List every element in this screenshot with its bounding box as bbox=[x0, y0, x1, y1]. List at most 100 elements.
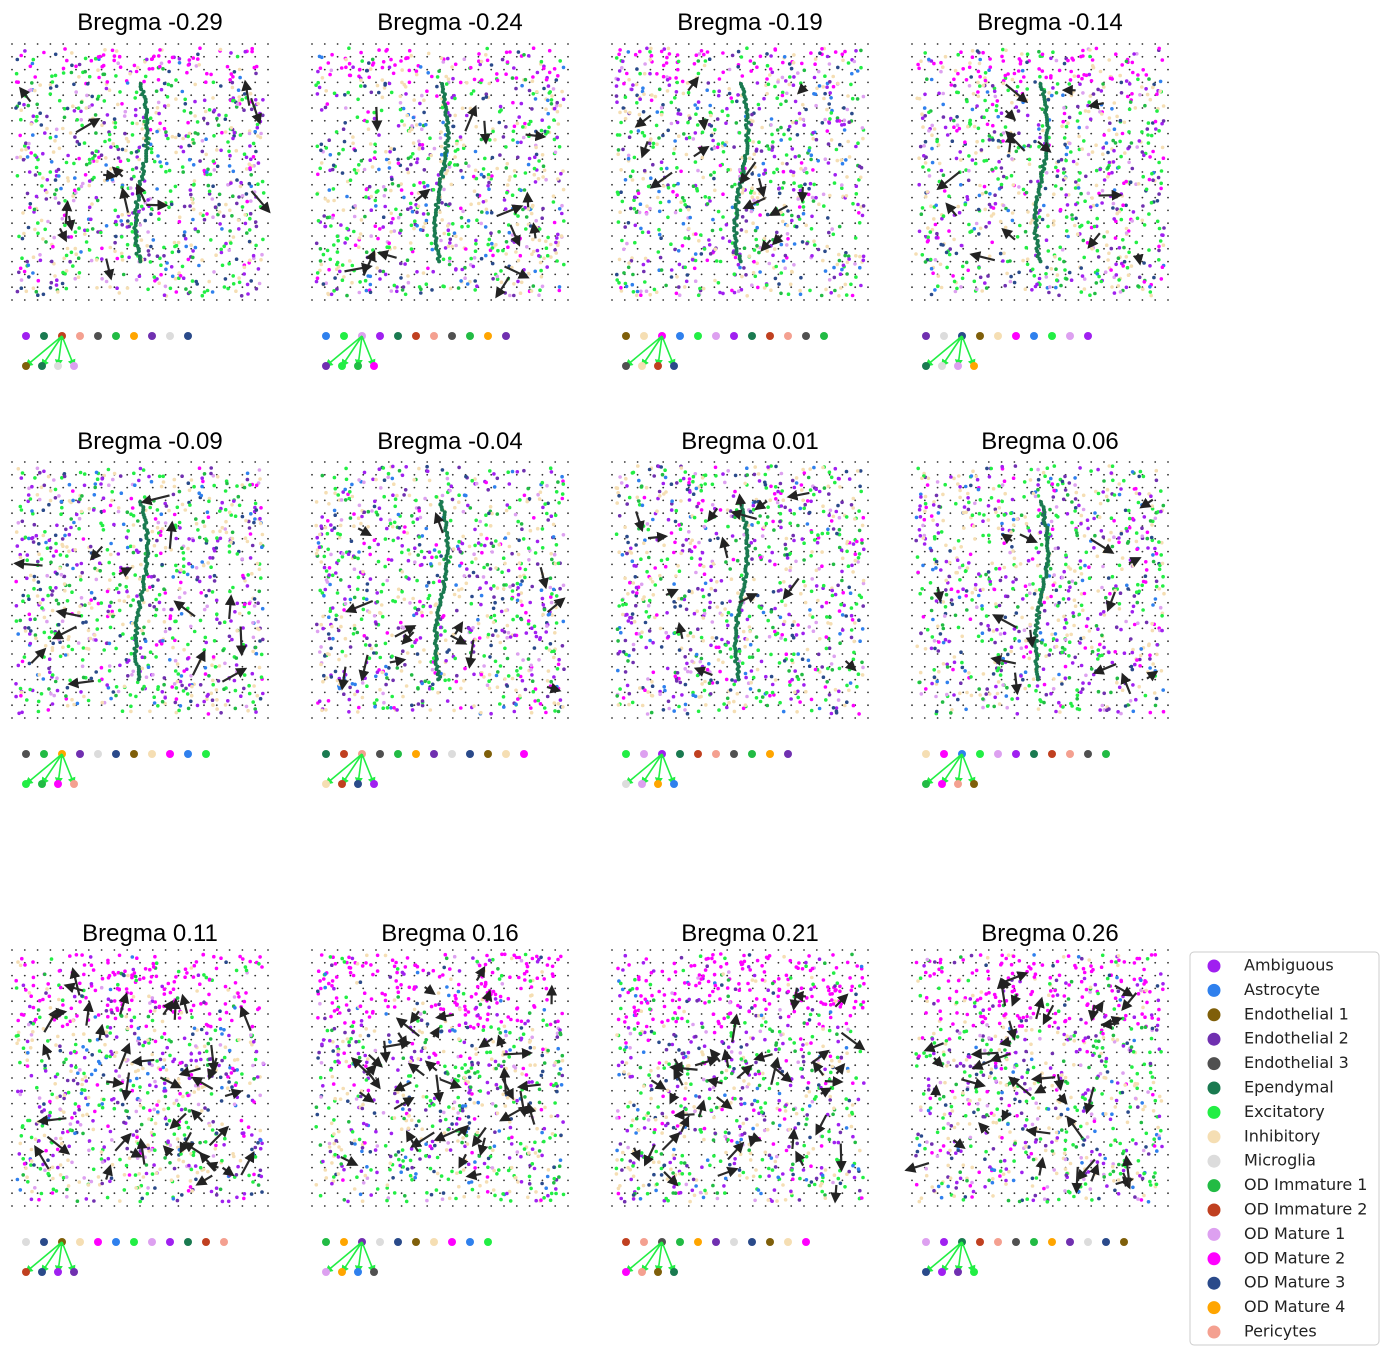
cell bbox=[341, 263, 345, 267]
cell bbox=[814, 57, 818, 61]
grid-dot bbox=[465, 210, 467, 212]
cell bbox=[1047, 249, 1051, 253]
cell bbox=[504, 72, 508, 76]
grid-dot bbox=[165, 222, 167, 224]
cell bbox=[137, 210, 141, 214]
cell bbox=[559, 104, 563, 108]
cell bbox=[637, 129, 641, 133]
cell bbox=[773, 155, 777, 159]
grid-dot bbox=[950, 299, 952, 301]
cell bbox=[657, 136, 661, 140]
grid-dot bbox=[950, 261, 952, 263]
cell bbox=[645, 212, 649, 216]
cell bbox=[218, 193, 222, 197]
cell bbox=[353, 168, 357, 172]
cell bbox=[499, 105, 503, 109]
grid-dot bbox=[24, 133, 26, 135]
grid-dot bbox=[1065, 210, 1067, 212]
grid-dot bbox=[414, 56, 416, 58]
grid-dot bbox=[190, 248, 192, 250]
grid-dot bbox=[465, 107, 467, 109]
cell bbox=[693, 103, 697, 107]
grid-dot bbox=[975, 210, 977, 212]
grid-dot bbox=[1001, 299, 1003, 301]
cell bbox=[523, 188, 527, 192]
cell bbox=[718, 77, 722, 81]
cell bbox=[259, 205, 263, 209]
cell bbox=[463, 276, 467, 280]
cell bbox=[383, 83, 387, 87]
cell bbox=[618, 258, 622, 262]
grid-dot bbox=[1001, 171, 1003, 173]
cell bbox=[115, 49, 119, 53]
cell bbox=[733, 291, 737, 295]
cell bbox=[1086, 241, 1090, 245]
cell bbox=[212, 134, 216, 138]
cell bbox=[477, 52, 481, 56]
grid-dot bbox=[726, 286, 728, 288]
cell bbox=[38, 172, 42, 176]
grid-dot bbox=[1142, 235, 1144, 237]
grid-dot bbox=[88, 274, 90, 276]
grid-dot bbox=[1039, 286, 1041, 288]
cell bbox=[175, 290, 179, 294]
grid-dot bbox=[803, 261, 805, 263]
cell bbox=[187, 63, 191, 67]
cell bbox=[550, 102, 554, 106]
grid-dot bbox=[337, 82, 339, 84]
cell bbox=[78, 142, 82, 146]
grid-dot bbox=[624, 222, 626, 224]
cell bbox=[655, 290, 659, 294]
panel-title: Bregma -0.19 bbox=[677, 9, 822, 36]
cell bbox=[241, 194, 245, 198]
cell bbox=[440, 56, 444, 60]
cell bbox=[749, 69, 753, 73]
cell bbox=[238, 76, 242, 80]
grid-dot bbox=[1154, 69, 1156, 71]
cell bbox=[41, 152, 45, 156]
cell bbox=[1050, 267, 1054, 271]
cell bbox=[404, 85, 408, 89]
cell bbox=[619, 121, 623, 125]
network-node bbox=[766, 332, 774, 340]
cell bbox=[196, 230, 200, 234]
grid-dot bbox=[388, 94, 390, 96]
grid-dot bbox=[426, 146, 428, 148]
cell bbox=[144, 75, 148, 79]
cell bbox=[643, 72, 647, 76]
grid-dot bbox=[267, 197, 269, 199]
cell bbox=[321, 76, 325, 80]
cell bbox=[692, 184, 696, 188]
network-node bbox=[802, 332, 810, 340]
grid-dot bbox=[190, 107, 192, 109]
cell bbox=[553, 67, 557, 71]
cell bbox=[649, 47, 653, 51]
cell bbox=[316, 92, 320, 96]
cell bbox=[75, 118, 79, 122]
cell bbox=[418, 181, 422, 185]
cell bbox=[385, 48, 389, 52]
grid-dot bbox=[816, 69, 818, 71]
cell bbox=[250, 108, 254, 112]
grid-dot bbox=[611, 133, 613, 135]
cell bbox=[665, 167, 669, 171]
cell bbox=[387, 245, 391, 249]
grid-dot bbox=[1052, 210, 1054, 212]
network-node bbox=[376, 332, 384, 340]
cell bbox=[53, 274, 57, 278]
cell bbox=[178, 61, 182, 65]
cell bbox=[769, 67, 773, 71]
grid-dot bbox=[362, 56, 364, 58]
cell bbox=[1162, 226, 1166, 230]
grid-dot bbox=[624, 56, 626, 58]
cell bbox=[631, 178, 635, 182]
grid-dot bbox=[637, 43, 639, 45]
grid-dot bbox=[152, 222, 154, 224]
grid-dot bbox=[975, 158, 977, 160]
cell bbox=[347, 46, 351, 50]
grid-dot bbox=[152, 299, 154, 301]
cell bbox=[1056, 169, 1060, 173]
grid-dot bbox=[867, 261, 869, 263]
grid-dot bbox=[1065, 286, 1067, 288]
ependymal-cell bbox=[137, 198, 141, 202]
